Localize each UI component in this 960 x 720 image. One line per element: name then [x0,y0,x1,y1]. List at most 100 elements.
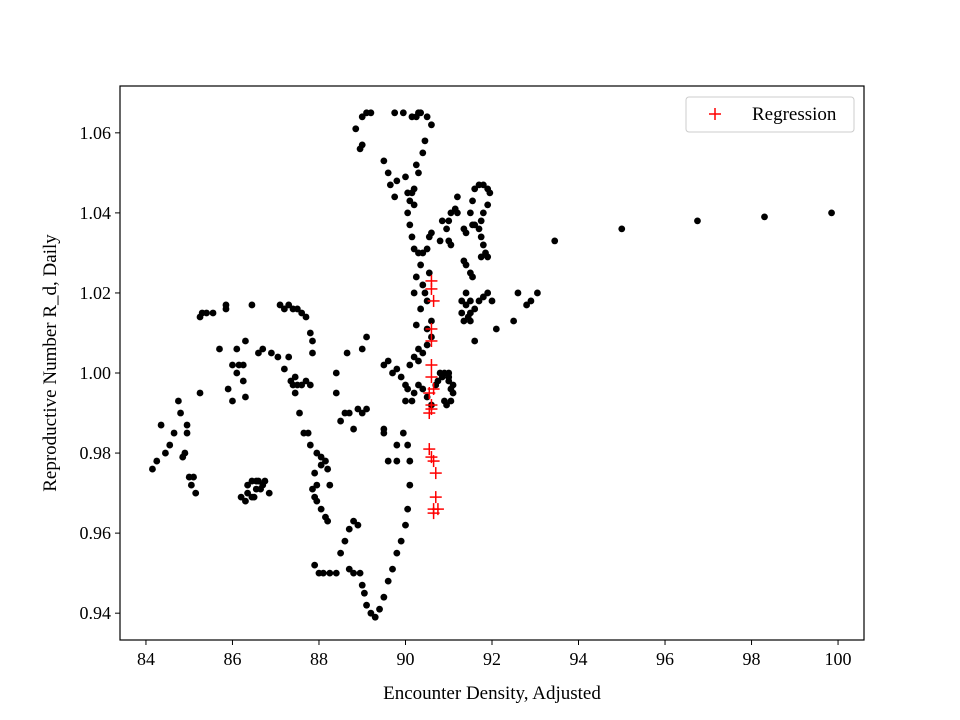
regression-point [427,294,440,307]
data-point [423,341,431,349]
data-point [469,197,476,205]
data-point [345,409,353,417]
data-point [479,209,487,217]
data-point [438,217,446,225]
data-point [402,521,409,529]
data-point [363,405,370,413]
data-point [393,441,401,449]
data-point [391,109,399,117]
data-point [296,409,303,417]
data-point [350,569,357,577]
data-point [408,397,416,405]
data-point [464,313,472,321]
data-point [326,481,334,489]
data-point [309,337,316,345]
data-point [224,385,232,393]
data-point [419,149,427,157]
data-point [445,373,453,381]
data-point [412,113,420,121]
data-point [415,169,422,177]
data-point [367,609,375,617]
data-point [415,249,422,257]
data-point [285,301,293,309]
data-point [551,237,559,245]
data-point [453,193,461,201]
data-point [306,329,314,337]
regression-point [425,371,438,384]
data-point [309,485,316,493]
data-point [363,333,370,341]
data-point [350,425,357,433]
data-point [434,377,442,385]
data-point [391,193,399,201]
data-point [419,385,427,393]
x-tick-label: 88 [310,649,328,669]
data-point [462,261,470,269]
data-point [828,209,835,217]
x-tick-label: 96 [656,649,674,669]
data-point [471,337,479,345]
data-point [358,345,366,353]
data-point [479,241,487,249]
data-point [399,109,407,117]
data-point [492,325,500,333]
data-point [177,409,184,417]
data-point [471,305,479,313]
data-point [291,389,299,397]
data-point [421,289,429,297]
data-point [410,389,418,397]
data-point [332,389,340,397]
regression-point [423,407,436,420]
plot-frame [119,85,865,641]
legend: Regression [685,96,855,133]
data-point [265,489,273,497]
data-point [466,209,474,217]
data-point [534,289,541,297]
data-point [471,185,479,193]
data-point [358,409,366,417]
data-point [380,361,388,369]
regression-point [425,322,438,335]
x-tick-label: 84 [137,649,155,669]
data-point [326,569,334,577]
data-point [345,525,353,533]
regression-point [427,507,440,520]
data-point [242,393,249,401]
data-point [389,369,396,377]
data-point [384,457,392,465]
regression-point [425,334,438,347]
data-point [523,301,531,309]
x-tick-label: 86 [223,649,241,669]
data-point [322,457,329,465]
data-point [363,601,370,609]
data-point [162,449,169,457]
data-point [276,301,284,309]
data-point [419,349,427,357]
data-point [380,593,388,601]
data-point [477,253,485,261]
data-point [384,577,392,585]
data-point [527,297,535,305]
data-point [196,389,204,397]
data-point [462,289,470,297]
data-point [337,417,345,425]
data-point [166,441,174,449]
data-point [408,233,416,241]
data-point [458,297,466,305]
data-point [402,173,409,181]
data-point [410,185,418,193]
data-point [153,457,161,465]
data-point [274,353,282,361]
data-point [149,465,156,473]
data-point [417,305,425,313]
data-point [354,405,362,413]
data-point [384,169,392,177]
x-axis-label: Encounter Density, Adjusted [383,683,601,704]
data-point [423,245,431,253]
data-point [406,481,414,489]
data-point [458,309,466,317]
data-point [393,457,401,465]
x-tick-label: 98 [743,649,761,669]
y-tick-label: 0.94 [80,603,112,623]
